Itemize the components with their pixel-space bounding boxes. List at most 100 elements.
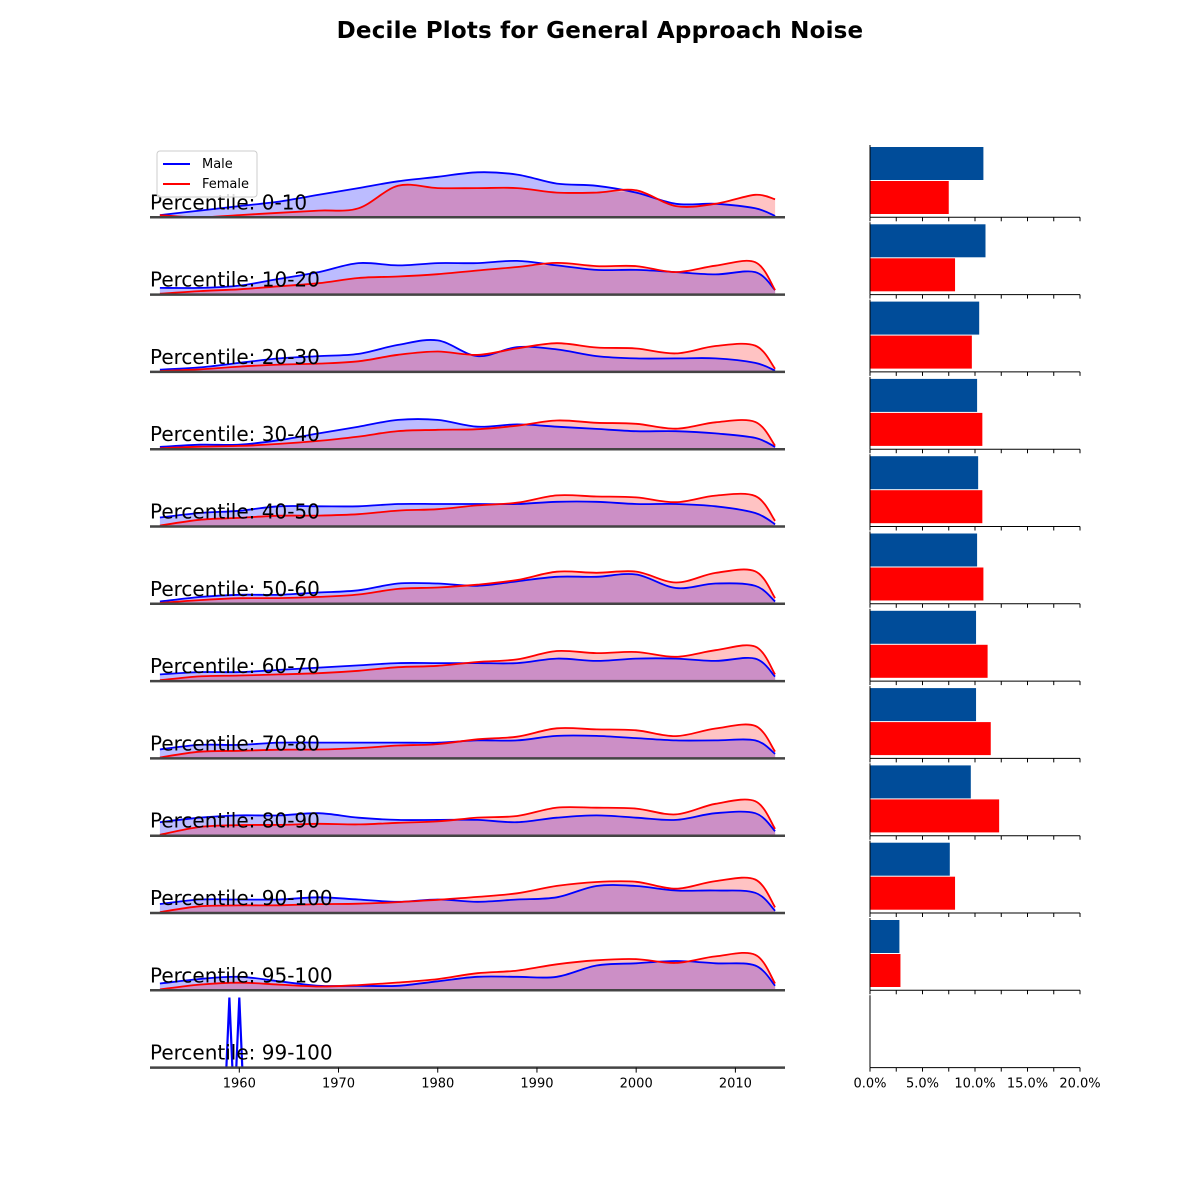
bar-panel — [869, 686, 1081, 763]
panel-label: Percentile: 99-100 — [150, 1041, 333, 1065]
x-axis-percent: 0.0% 5.0% 10.0% 15.0% 20.0% — [853, 1077, 1100, 1092]
bar-panels — [869, 145, 1081, 1072]
ridge-panel: Percentile: 95-100 — [150, 952, 785, 992]
panel-label: Percentile: 70-80 — [150, 731, 320, 755]
female-bar — [870, 412, 983, 446]
female-bar — [870, 799, 1000, 833]
bar-panel — [869, 454, 1081, 531]
male-line — [159, 418, 776, 448]
percent-tick-label: 0.0% — [853, 1077, 886, 1092]
ridge-panel: Percentile: 90-100 — [150, 876, 785, 915]
male-bar — [870, 842, 950, 876]
female-bar — [870, 567, 984, 601]
bar-panel — [869, 918, 1081, 995]
ridge-panel: Percentile: 20-30 — [150, 339, 785, 374]
legend: Male Female — [156, 150, 258, 198]
ridge-panel: Percentile: 40-50 — [150, 492, 785, 528]
bar-panel — [869, 376, 1081, 454]
male-bar — [870, 224, 986, 258]
male-bar — [870, 688, 977, 722]
legend-entry: Male — [202, 157, 233, 172]
female-line — [159, 568, 776, 604]
female-bar — [870, 181, 949, 214]
bar-panel — [869, 299, 1081, 376]
overlap-area — [159, 347, 776, 372]
overlap-area — [159, 657, 776, 682]
overlap-area — [159, 501, 776, 527]
ridge-panel: Percentile: 99-100 — [150, 997, 785, 1069]
male-bar — [870, 456, 979, 490]
male-line — [159, 500, 776, 526]
male-line — [159, 171, 776, 217]
bar-panel — [869, 145, 1081, 222]
male-line — [159, 884, 776, 912]
female-bar — [870, 722, 991, 756]
x-tick-label: 2010 — [719, 1077, 752, 1092]
female-line — [159, 419, 776, 450]
male-line — [159, 810, 776, 832]
legend-entry: Female — [202, 177, 249, 192]
male-bar — [870, 533, 978, 567]
female-bar — [870, 258, 956, 292]
female-bar — [870, 335, 972, 369]
percent-tick-label: 15.0% — [1007, 1077, 1048, 1092]
female-bar — [870, 644, 988, 678]
overlap-area — [159, 425, 776, 450]
male-bar — [870, 378, 978, 412]
female-line — [159, 723, 776, 759]
overlap-area — [159, 884, 776, 913]
ridge-panel: Percentile: 60-70 — [150, 644, 785, 683]
ridge-panel: Percentile: 50-60 — [150, 568, 785, 606]
percent-tick-label: 10.0% — [954, 1077, 995, 1092]
male-bar — [870, 765, 971, 799]
bar-panel — [869, 222, 1081, 299]
male-bar — [870, 920, 900, 953]
overlap-area — [159, 265, 776, 295]
female-line — [159, 644, 776, 682]
male-bar — [870, 301, 980, 335]
female-line — [159, 798, 776, 836]
overlap-area — [159, 962, 776, 991]
bar-panel — [869, 608, 1081, 686]
bar-panel — [869, 995, 1081, 1072]
overlap-area — [159, 811, 776, 836]
female-line — [159, 492, 776, 527]
legend-box — [156, 150, 258, 198]
male-bar — [870, 147, 984, 180]
percent-tick-label: 20.0% — [1059, 1077, 1100, 1092]
overlap-area — [159, 574, 776, 604]
x-axis-years: 1960 1970 1980 1990 2000 2010 — [223, 1067, 752, 1092]
panel-label: Percentile: 30-40 — [150, 422, 320, 446]
bar-panel — [869, 840, 1081, 917]
ridge-panel: Percentile: 70-80 — [150, 723, 785, 760]
female-bar — [870, 876, 956, 910]
female-line — [159, 876, 776, 913]
male-spike — [225, 997, 234, 1068]
panel-label: Percentile: 60-70 — [150, 654, 320, 678]
x-tick-label: 1960 — [223, 1077, 256, 1092]
male-line — [159, 656, 776, 678]
overlap-area — [159, 184, 776, 218]
female-line — [159, 183, 776, 219]
ridge-panel: Percentile: 10-20 — [150, 259, 785, 296]
bar-panel — [869, 763, 1081, 840]
panel-label: Percentile: 20-30 — [150, 345, 320, 369]
panel-label: Percentile: 50-60 — [150, 577, 320, 601]
female-line — [159, 259, 776, 295]
chart-title: Decile Plots for General Approach Noise — [336, 18, 864, 44]
overlap-area — [159, 735, 776, 759]
ridge-panel: Percentile: 30-40 — [150, 418, 785, 451]
panel-label: Percentile: 95-100 — [150, 963, 333, 987]
x-tick-label: 1980 — [421, 1077, 454, 1092]
panel-label: Percentile: 90-100 — [150, 886, 333, 910]
male-line — [159, 339, 776, 372]
male-line — [159, 734, 776, 755]
female-bar — [870, 490, 983, 524]
panel-label: Percentile: 40-50 — [150, 500, 320, 524]
percent-tick-label: 5.0% — [906, 1077, 939, 1092]
panel-label: Percentile: 80-90 — [150, 809, 320, 833]
bar-panel — [869, 531, 1081, 608]
x-tick-label: 1970 — [322, 1077, 355, 1092]
male-spike — [235, 997, 244, 1068]
